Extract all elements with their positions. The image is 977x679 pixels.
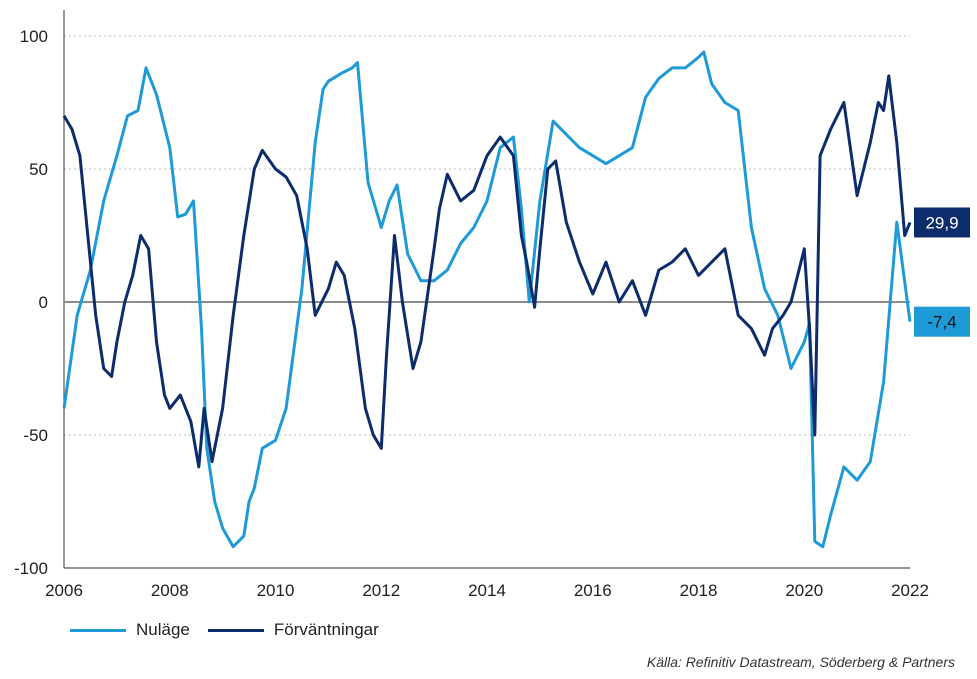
x-tick-label: 2010: [257, 581, 295, 600]
legend-item-forvantningar: Förväntningar: [207, 620, 379, 640]
y-tick-label: 0: [39, 293, 48, 312]
x-tick-label: 2018: [680, 581, 718, 600]
y-tick-label: 50: [29, 160, 48, 179]
legend-label-forvantningar: Förväntningar: [273, 620, 379, 639]
y-tick-labels: 100 50 0 -50 -100: [14, 27, 48, 578]
y-tick-label: -100: [14, 559, 48, 578]
end-labels: -7,4 29,9: [914, 207, 970, 337]
series-line-forvantningar: [62, 74, 912, 469]
end-label-nulage: -7,4: [927, 313, 956, 332]
source-note: Källa: Refinitiv Datastream, Söderberg &…: [646, 654, 955, 670]
x-tick-label: 2016: [574, 581, 612, 600]
series-lines: [62, 50, 912, 549]
x-tick-label: 2020: [785, 581, 823, 600]
end-label-forvantningar: 29,9: [925, 213, 958, 232]
x-tick-label: 2022: [891, 581, 929, 600]
x-tick-label: 2006: [45, 581, 83, 600]
legend-label-nulage: Nuläge: [136, 620, 190, 639]
end-label-box-nulage: [914, 306, 970, 337]
end-label-box-forvantningar: [914, 207, 970, 238]
legend: Nuläge Förväntningar: [70, 620, 379, 640]
x-tick-label: 2008: [151, 581, 189, 600]
x-tick-label: 2012: [362, 581, 400, 600]
legend-swatch-nulage: [70, 628, 126, 632]
axes: [63, 10, 910, 569]
y-tick-label: -50: [23, 426, 48, 445]
legend-swatch-forvantningar: [207, 628, 264, 632]
series-line-nulage: [62, 50, 912, 549]
x-tick-label: 2014: [468, 581, 506, 600]
y-tick-label: 100: [20, 27, 48, 46]
legend-item-nulage: Nuläge: [70, 620, 190, 640]
x-tick-labels: 2006 2008 2010 2012 2014 2016 2018 2020 2022: [45, 581, 929, 600]
